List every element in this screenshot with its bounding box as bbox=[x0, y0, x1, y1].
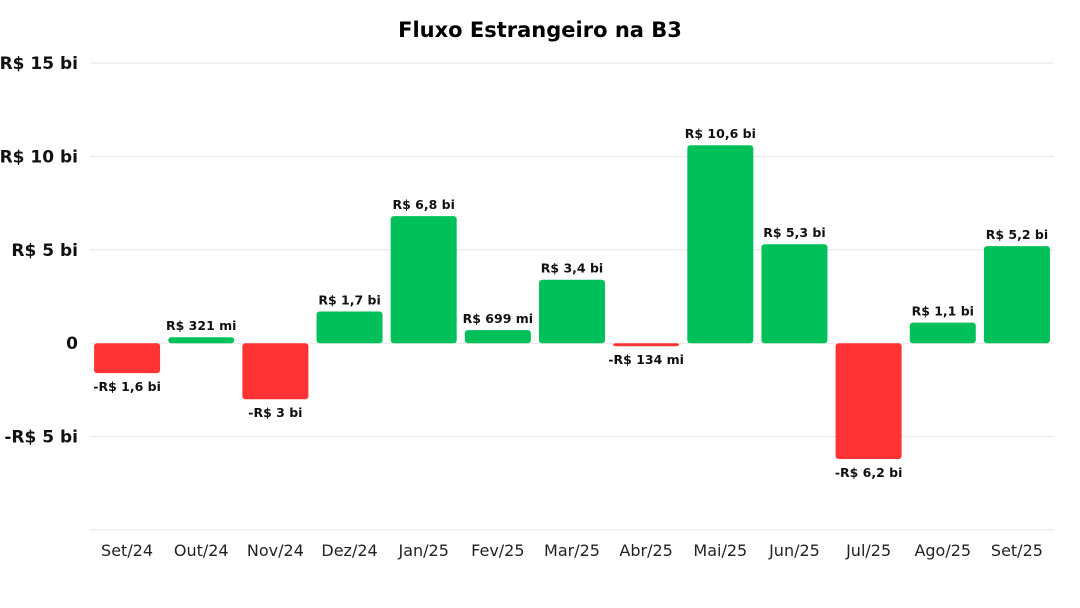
data-label: R$ 3,4 bi bbox=[541, 261, 603, 276]
bar bbox=[835, 343, 902, 460]
data-label: -R$ 1,6 bi bbox=[93, 379, 161, 394]
chart-title: Fluxo Estrangeiro na B3 bbox=[398, 18, 682, 42]
data-label: R$ 10,6 bi bbox=[685, 126, 756, 141]
x-tick-label: Out/24 bbox=[174, 541, 229, 560]
bar bbox=[613, 343, 680, 347]
y-axis-ticks: R$ 15 bi R$ 10 bi R$ 5 bi 0 -R$ 5 bi bbox=[0, 54, 78, 448]
data-label: R$ 5,2 bi bbox=[986, 227, 1048, 242]
x-tick-label: Mai/25 bbox=[693, 541, 747, 560]
bar bbox=[687, 145, 754, 344]
y-tick-label: R$ 15 bi bbox=[0, 54, 78, 74]
bar bbox=[539, 279, 605, 344]
x-tick-label: Nov/24 bbox=[247, 541, 304, 560]
x-tick-label: Abr/25 bbox=[619, 541, 672, 560]
x-tick-label: Jan/25 bbox=[397, 541, 448, 560]
data-label: R$ 321 mi bbox=[166, 318, 236, 333]
x-tick-label: Ago/25 bbox=[914, 541, 971, 560]
data-label: R$ 6,8 bi bbox=[392, 197, 454, 212]
bars bbox=[94, 145, 1050, 460]
y-tick-label: R$ 10 bi bbox=[0, 147, 78, 167]
data-labels: -R$ 1,6 bi R$ 321 mi -R$ 3 bi R$ 1,7 bi R$ 6… bbox=[93, 126, 1048, 480]
data-label: -R$ 6,2 bi bbox=[835, 465, 903, 480]
bar bbox=[94, 343, 161, 374]
x-tick-label: Jul/25 bbox=[845, 541, 891, 560]
x-tick-label: Fev/25 bbox=[471, 541, 524, 560]
y-tick-label: -R$ 5 bi bbox=[4, 428, 78, 448]
data-label: -R$ 134 mi bbox=[608, 352, 684, 367]
bar bbox=[390, 216, 457, 344]
x-tick-label: Set/25 bbox=[991, 541, 1043, 560]
x-tick-label: Mar/25 bbox=[544, 541, 600, 560]
bar bbox=[983, 246, 1050, 344]
bar bbox=[242, 343, 309, 400]
x-tick-label: Set/24 bbox=[101, 541, 153, 560]
data-label: R$ 1,7 bi bbox=[318, 292, 380, 307]
x-tick-label: Dez/24 bbox=[321, 541, 377, 560]
y-tick-label: 0 bbox=[66, 334, 78, 354]
x-tick-label: Jun/25 bbox=[768, 541, 820, 560]
x-axis-ticks: Set/24 Out/24 Nov/24 Dez/24 Jan/25 Fev/25 Mar/… bbox=[101, 541, 1043, 560]
bar bbox=[316, 311, 383, 344]
data-label: R$ 699 mi bbox=[463, 311, 533, 326]
bar bbox=[464, 330, 531, 344]
y-tick-label: R$ 5 bi bbox=[11, 241, 78, 261]
bar bbox=[761, 244, 828, 344]
bar bbox=[909, 322, 976, 344]
data-label: R$ 5,3 bi bbox=[763, 225, 825, 240]
bar bbox=[168, 337, 235, 344]
data-label: R$ 1,1 bi bbox=[912, 304, 974, 319]
data-label: -R$ 3 bi bbox=[248, 405, 302, 420]
